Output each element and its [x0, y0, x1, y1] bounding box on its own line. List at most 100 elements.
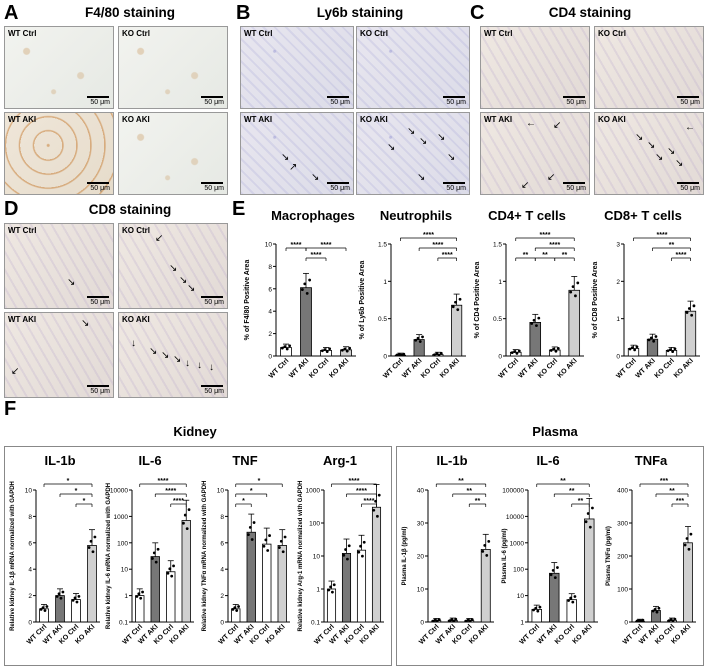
- micrograph-d-ko-ctrl: KO Ctrl ↙ ↘ ↘ ↘ 50 μm: [118, 223, 228, 309]
- data-point: [458, 297, 462, 301]
- data-point: [266, 549, 270, 552]
- y-tick-label: 10: [517, 593, 525, 600]
- y-tick-label: 3: [616, 242, 620, 249]
- data-point: [57, 592, 61, 596]
- data-point: [395, 353, 399, 357]
- data-point: [535, 324, 538, 328]
- y-axis-label: % of CD8 Positive Area: [592, 262, 599, 339]
- data-point: [372, 508, 376, 512]
- bar: [280, 347, 292, 357]
- data-point: [348, 346, 352, 350]
- data-point: [569, 290, 573, 294]
- x-tick-label: KO AKI: [673, 357, 695, 379]
- data-point: [305, 291, 309, 295]
- micrograph-a-ko-ctrl: KO Ctrl 50 μm: [118, 26, 228, 109]
- group-plasma-title: Plasma: [532, 424, 578, 439]
- data-point: [376, 514, 379, 518]
- y-tick-label: 1000: [114, 514, 129, 521]
- data-point: [400, 353, 403, 357]
- sig-label: ****: [549, 242, 560, 249]
- data-point: [418, 340, 422, 343]
- data-point: [71, 598, 75, 602]
- data-point: [450, 618, 454, 622]
- kidney-frame: [4, 446, 392, 666]
- y-tick-label: 200: [617, 554, 628, 561]
- y-tick-label: 8: [220, 514, 224, 521]
- data-point: [345, 349, 349, 353]
- data-point: [588, 525, 592, 529]
- data-point: [628, 347, 632, 351]
- y-tick-label: 4: [220, 567, 224, 574]
- sig-label: **: [669, 488, 675, 495]
- data-point: [435, 352, 439, 356]
- data-point: [421, 335, 424, 339]
- data-point: [651, 609, 655, 613]
- data-point: [185, 527, 189, 530]
- chart-f6-title: IL-6: [536, 453, 560, 468]
- data-point: [456, 308, 460, 312]
- data-point: [135, 595, 139, 598]
- y-tick-label: 4: [28, 567, 32, 574]
- x-tick-label: KO AKI: [557, 357, 579, 379]
- micrograph-c-ko-ctrl: KO Ctrl 50 μm: [594, 26, 704, 109]
- sig-label: ****: [165, 488, 176, 495]
- data-point: [73, 596, 77, 600]
- y-tick-label: 400: [617, 488, 628, 495]
- data-point: [93, 535, 97, 539]
- y-tick-label: 0: [383, 354, 387, 361]
- panel-c-title: CD4 staining: [548, 5, 632, 20]
- y-axis-label: Plasma IL-6 (pg/ml): [502, 528, 508, 583]
- panel-letter-f: F: [4, 398, 17, 420]
- chart-kidney-tnf: 0 2 4 6 8 10 Relative kidney TNFα mRNA normali…: [202, 478, 290, 646]
- x-tick-label: WT AKI: [401, 357, 423, 379]
- sig-label: ***: [676, 498, 684, 505]
- data-point: [303, 282, 307, 286]
- data-point: [357, 550, 361, 554]
- data-point: [252, 521, 256, 524]
- data-point: [233, 606, 237, 610]
- x-tick-label: KO Ctrl: [420, 357, 442, 379]
- y-tick-label: 1: [383, 279, 387, 286]
- data-point: [300, 288, 304, 291]
- panel-a-title: F4/80 staining: [84, 5, 176, 20]
- data-point: [553, 576, 557, 579]
- chart-plasma-il6: 1 10 100 1000 10000 100000 Plasma IL-6 (pg/ml)…: [502, 478, 598, 646]
- y-axis-label: Relative kidney IL-6 mRNA normalized wit…: [106, 483, 112, 629]
- panel-letter-a: A: [4, 2, 19, 24]
- y-tick-label: 0: [28, 620, 32, 627]
- data-point: [231, 607, 235, 611]
- y-axis-label: % of Ly6b Positive Area: [359, 260, 366, 339]
- sig-label: ****: [442, 252, 453, 259]
- y-tick-label: 40: [417, 488, 425, 495]
- data-point: [673, 617, 677, 621]
- y-tick-label: 300: [617, 521, 628, 528]
- y-tick-label: 8: [268, 264, 272, 271]
- y-tick-label: 0: [420, 620, 424, 627]
- y-tick-label: 2: [616, 279, 620, 286]
- data-point: [556, 346, 560, 350]
- data-point: [671, 619, 675, 623]
- data-point: [435, 619, 439, 623]
- y-tick-label: 10000: [110, 488, 128, 495]
- y-tick-label: 6: [268, 286, 272, 293]
- data-point: [574, 294, 577, 298]
- sig-label: *: [75, 488, 78, 495]
- chart-f1-title: IL-1b: [44, 453, 76, 468]
- bar: [371, 506, 382, 623]
- x-tick-label: WT Ctrl: [382, 357, 405, 380]
- y-tick-label: 30: [417, 521, 425, 528]
- data-point: [183, 513, 187, 517]
- data-point: [532, 608, 535, 612]
- data-point: [437, 618, 441, 621]
- data-point: [487, 539, 491, 543]
- sig-label: ****: [657, 232, 668, 239]
- data-point: [584, 520, 588, 524]
- y-tick-label: 6: [220, 540, 224, 547]
- data-point: [573, 595, 577, 598]
- data-point: [513, 350, 516, 353]
- data-point: [288, 344, 292, 348]
- x-tick-label: WT AKI: [635, 357, 657, 379]
- data-point: [327, 588, 331, 592]
- sig-label: ****: [173, 498, 184, 505]
- data-point: [377, 493, 381, 497]
